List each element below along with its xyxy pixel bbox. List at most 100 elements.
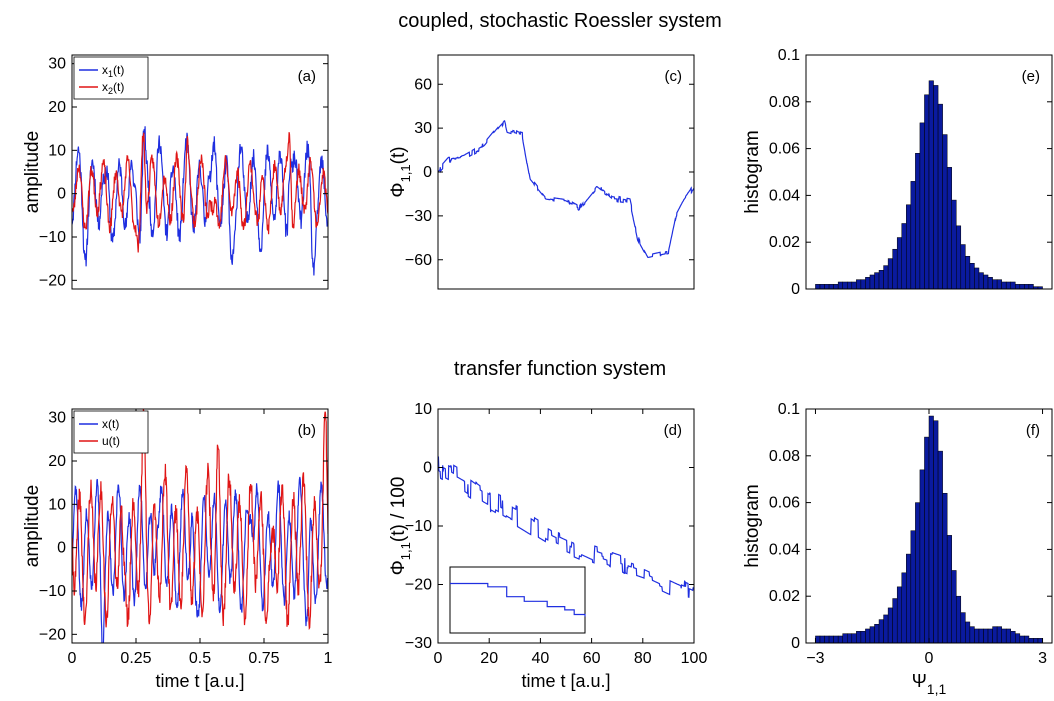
histogram-bar — [878, 270, 884, 290]
xlabel-main: Ψ — [912, 671, 927, 691]
histogram-bar — [837, 635, 843, 644]
histogram-bar — [951, 199, 957, 290]
histogram-bar — [969, 263, 975, 290]
histogram-bar — [965, 255, 971, 290]
histogram-bar — [824, 635, 830, 644]
histogram-bar — [906, 553, 912, 644]
x-tick-label: 60 — [583, 650, 601, 667]
y-tick-label: 10 — [48, 142, 66, 159]
histogram-bar — [869, 274, 875, 290]
y-tick-label: 0 — [423, 460, 432, 477]
series-line — [72, 126, 328, 276]
y-tick-label: 0.02 — [769, 234, 800, 251]
histogram-bar — [878, 619, 884, 644]
histogram-bar — [987, 277, 993, 290]
y-tick-label: −20 — [39, 626, 66, 643]
histogram-bar — [996, 626, 1002, 644]
panel-f: 0 0.02 0.04 0.06 0.08 0.1 −3 0 3 (f) histogram Ψ1,1 — [742, 401, 1053, 697]
ylabel-sub: 1,1 — [398, 542, 413, 560]
x-tick-label: 3 — [1038, 650, 1047, 667]
x-tick-label: 0 — [68, 650, 77, 667]
y-tick-label: 0.04 — [769, 541, 800, 558]
series-line — [438, 120, 694, 258]
histogram-bar — [960, 612, 966, 644]
histogram-bar — [833, 635, 839, 644]
ylabel-main: Φ — [388, 560, 409, 575]
histogram-bar — [951, 570, 957, 644]
histogram-bar — [960, 244, 966, 290]
histogram-bar — [815, 284, 821, 290]
legend-label: x2(t) — [102, 80, 124, 96]
legend-name: x — [102, 80, 108, 94]
panel-b: −20 −10 0 10 20 30 0 0.25 0.5 0.75 1 (b) amplitude ti… — [22, 408, 333, 691]
histogram-bar — [851, 281, 857, 290]
histogram-bar — [828, 635, 834, 644]
x-tick-label: 100 — [681, 650, 708, 667]
histogram-bar — [819, 635, 825, 644]
histogram-bar — [837, 281, 843, 290]
y-axis-label: Φ1,1(t) — [388, 146, 413, 197]
histogram-bar — [1015, 633, 1021, 644]
legend-label: x(t) — [102, 417, 119, 431]
histogram-bar — [842, 633, 848, 644]
histogram-bar — [896, 586, 903, 644]
y-tick-label: −20 — [405, 577, 432, 594]
histogram-bar — [987, 628, 993, 644]
histogram-bar — [1024, 635, 1030, 644]
histogram-bar — [869, 626, 875, 644]
histogram-bar — [847, 281, 853, 290]
histogram-bar — [955, 595, 962, 644]
histogram-bar — [983, 274, 989, 290]
histogram-bar — [919, 122, 925, 290]
histogram-bar — [892, 598, 898, 644]
y-axis-label: histogram — [742, 484, 763, 567]
x-axis-label: time t [a.u.] — [521, 671, 610, 691]
inset-line — [450, 582, 586, 617]
histogram-bar — [996, 279, 1002, 290]
y-tick-label: 0.06 — [769, 141, 800, 158]
x-tick-label: 0.75 — [248, 650, 279, 667]
histogram-bar — [860, 279, 866, 290]
histogram-bar — [1033, 638, 1039, 644]
histogram-bar — [856, 631, 862, 644]
y-tick-label: 10 — [48, 496, 66, 513]
histogram-bar — [865, 628, 871, 644]
y-tick-label: 30 — [48, 56, 66, 73]
histogram-bar — [856, 279, 862, 290]
histogram-bar — [842, 281, 848, 290]
histogram-bar — [946, 535, 952, 644]
histogram-bar — [910, 181, 916, 290]
legend-name: x — [102, 63, 108, 77]
panel-label: (d) — [664, 422, 682, 439]
panel-label: (f) — [1026, 422, 1040, 439]
y-axis-label: Φ1,1(t) / 100 — [388, 477, 413, 576]
histogram-bar — [874, 624, 880, 644]
series-line — [438, 456, 694, 598]
x-tick-label: 80 — [634, 650, 652, 667]
y-tick-label: 30 — [414, 120, 432, 137]
panel-label: (e) — [1022, 68, 1040, 85]
y-tick-label: 0.06 — [769, 495, 800, 512]
histogram-bar — [915, 153, 921, 290]
inset-frame — [449, 566, 586, 634]
histogram-bar — [824, 284, 830, 290]
histogram-bar — [974, 267, 980, 290]
histogram-bar — [883, 265, 889, 290]
legend-name: u(t) — [102, 434, 120, 448]
ylabel-tail: (t) / 100 — [388, 477, 409, 542]
xlabel-main: time t [a.u.] — [521, 671, 610, 691]
legend-label: u(t) — [102, 434, 120, 448]
x-tick-label: 0 — [925, 650, 934, 667]
histogram-bar — [1005, 628, 1011, 644]
legend-label: x1(t) — [102, 63, 124, 79]
legend-sub: 1 — [108, 69, 113, 79]
histogram-bar — [851, 633, 857, 644]
y-tick-label: −60 — [405, 252, 432, 269]
histogram-bar — [978, 628, 984, 644]
y-tick-label: −30 — [405, 208, 432, 225]
histogram-bar — [992, 279, 998, 290]
histogram-bar — [901, 572, 907, 644]
histogram-bar — [937, 450, 943, 644]
